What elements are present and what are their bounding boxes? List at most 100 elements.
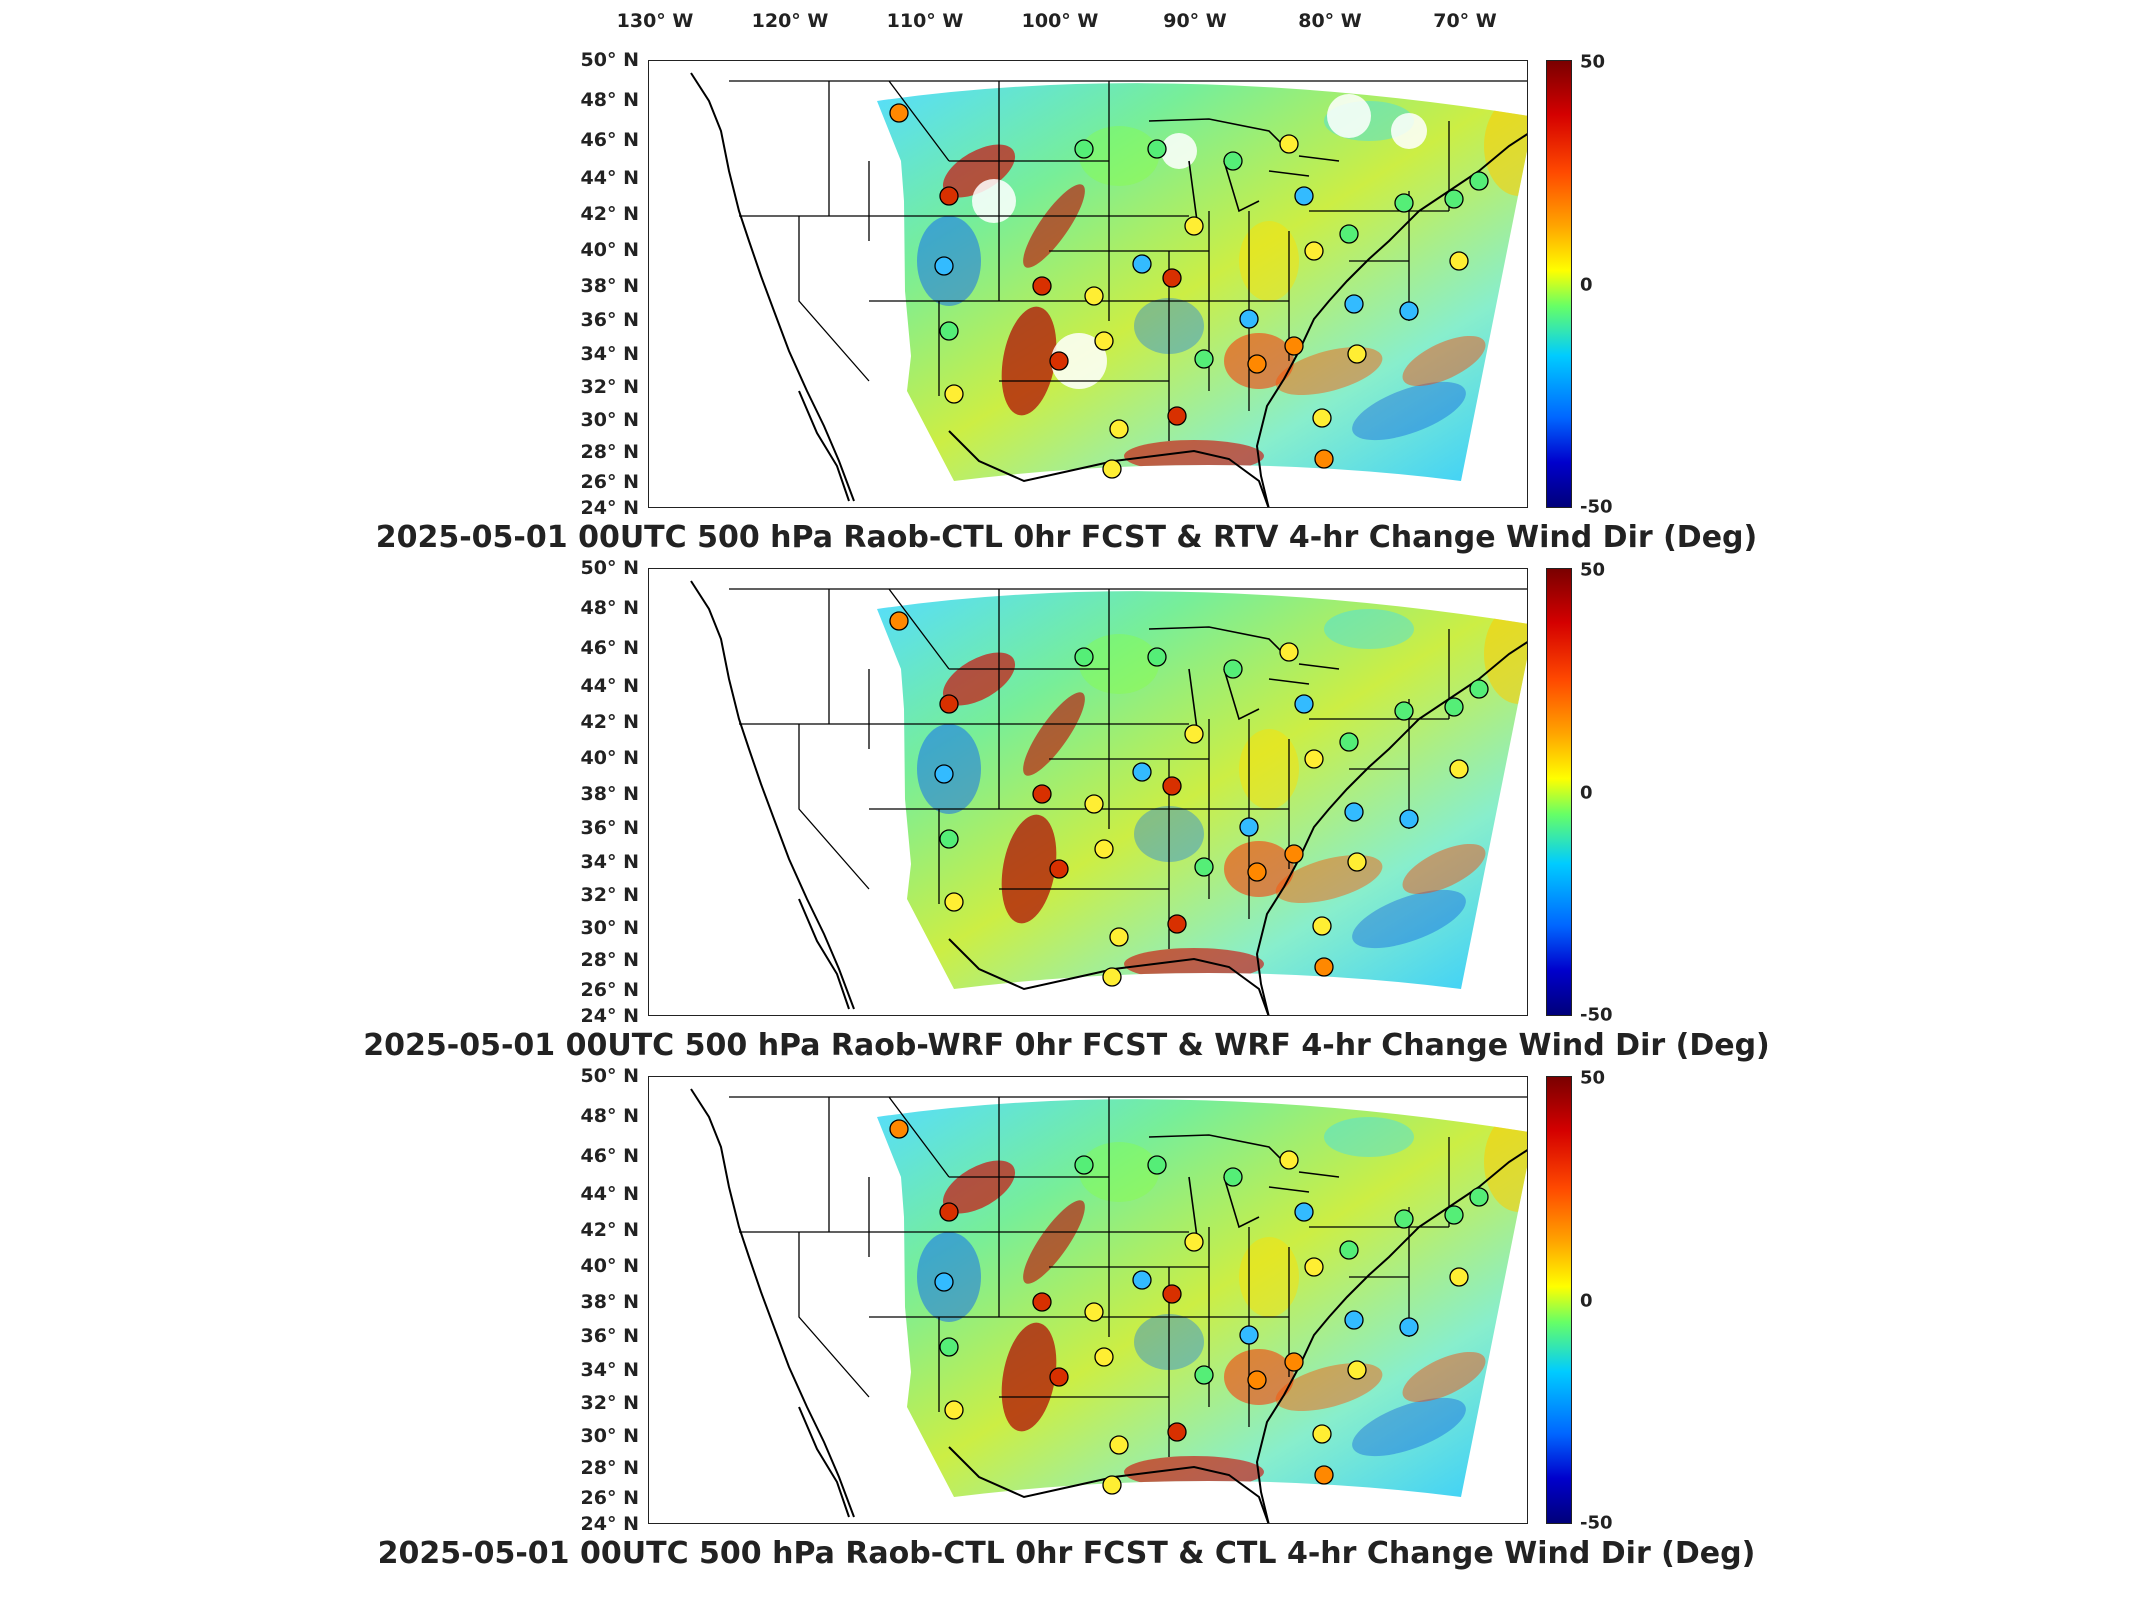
field-patch bbox=[942, 1160, 1016, 1214]
field-patch bbox=[1001, 1322, 1057, 1432]
raob-station-marker bbox=[1132, 762, 1152, 782]
raob-station-marker bbox=[1049, 1367, 1069, 1387]
raob-station-marker bbox=[1444, 189, 1464, 209]
missing-data-patch bbox=[1051, 333, 1107, 389]
field-patch bbox=[1324, 609, 1414, 649]
raob-station-marker bbox=[1394, 193, 1414, 213]
great-lakes bbox=[1148, 1134, 1340, 1238]
raob-station-marker bbox=[1102, 459, 1122, 479]
east-coastline bbox=[1255, 1149, 1527, 1523]
latitude-label: 26° N bbox=[580, 979, 639, 1001]
latitude-label: 24° N bbox=[580, 497, 639, 519]
latitude-label: 48° N bbox=[580, 597, 639, 619]
longitude-label: 120° W bbox=[751, 10, 829, 32]
latitude-label: 38° N bbox=[580, 1291, 639, 1313]
raob-station-marker bbox=[1167, 406, 1187, 426]
raob-station-marker bbox=[1094, 839, 1114, 859]
latitude-label: 30° N bbox=[580, 1425, 639, 1447]
latitude-label: 48° N bbox=[580, 89, 639, 111]
raob-station-marker bbox=[1399, 301, 1419, 321]
raob-station-marker bbox=[1147, 139, 1167, 159]
gulf-coastline bbox=[948, 1446, 1270, 1523]
raob-station-marker bbox=[939, 186, 959, 206]
colorbar-min-label: -50 bbox=[1580, 1004, 1613, 1026]
raob-station-marker bbox=[1194, 857, 1214, 877]
raob-station-marker bbox=[1109, 1435, 1129, 1455]
raob-station-marker bbox=[1084, 794, 1104, 814]
latitude-label: 30° N bbox=[580, 917, 639, 939]
raob-station-marker bbox=[1109, 927, 1129, 947]
raob-station-marker bbox=[1162, 268, 1182, 288]
raob-station-marker bbox=[1284, 844, 1304, 864]
latitude-label: 24° N bbox=[580, 1005, 639, 1027]
field-patch bbox=[1484, 96, 1527, 196]
latitude-label: 44° N bbox=[580, 167, 639, 189]
raob-station-marker bbox=[1314, 1465, 1334, 1485]
latitude-label: 28° N bbox=[580, 441, 639, 463]
raob-station-marker bbox=[1247, 862, 1267, 882]
raob-station-marker bbox=[1339, 732, 1359, 752]
raob-station-marker bbox=[1279, 642, 1299, 662]
latitude-label: 36° N bbox=[580, 1325, 639, 1347]
colorbar bbox=[1546, 60, 1572, 508]
latitude-label: 36° N bbox=[580, 309, 639, 331]
raob-station-marker bbox=[939, 1337, 959, 1357]
map-outlines bbox=[690, 580, 1527, 1015]
raob-station-marker bbox=[1239, 1325, 1259, 1345]
raob-station-marker bbox=[1074, 1155, 1094, 1175]
colorbar bbox=[1546, 1076, 1572, 1524]
latitude-label: 42° N bbox=[580, 1219, 639, 1241]
map-frame bbox=[648, 60, 1528, 508]
map-outlines bbox=[690, 72, 1527, 507]
west-coastline bbox=[690, 1088, 855, 1518]
latitude-label: 26° N bbox=[580, 471, 639, 493]
raob-station-marker bbox=[944, 384, 964, 404]
raob-station-marker bbox=[1314, 957, 1334, 977]
raob-station-marker bbox=[1167, 1422, 1187, 1442]
raob-station-marker bbox=[934, 1272, 954, 1292]
colorbar bbox=[1546, 568, 1572, 1016]
raob-station-marker bbox=[944, 1400, 964, 1420]
wind-direction-map bbox=[690, 1088, 1527, 1523]
raob-station-marker bbox=[1194, 1365, 1214, 1385]
raob-station-marker bbox=[1132, 254, 1152, 274]
east-coastline bbox=[1255, 641, 1527, 1015]
field-patch bbox=[942, 652, 1016, 706]
latitude-label: 40° N bbox=[580, 239, 639, 261]
field-patch bbox=[1124, 948, 1264, 980]
raob-station-marker bbox=[1184, 216, 1204, 236]
wind-direction-map bbox=[690, 580, 1527, 1015]
raob-station-marker bbox=[1394, 1209, 1414, 1229]
raob-station-marker bbox=[1444, 697, 1464, 717]
raob-station-marker bbox=[1074, 139, 1094, 159]
longitude-axis: 130° W 120° W 110° W 100° W 90° W 80° W 70° W bbox=[0, 0, 2133, 40]
raob-station-marker bbox=[1469, 1187, 1489, 1207]
field-patch bbox=[1023, 1200, 1085, 1284]
raob-station-marker bbox=[1084, 1302, 1104, 1322]
raob-station-marker bbox=[1247, 1370, 1267, 1390]
wind-direction-map bbox=[690, 72, 1527, 507]
longitude-label: 110° W bbox=[886, 10, 964, 32]
latitude-label: 42° N bbox=[580, 203, 639, 225]
latitude-label: 40° N bbox=[580, 1255, 639, 1277]
field-patch bbox=[1023, 692, 1085, 776]
west-coastline bbox=[690, 580, 855, 1010]
latitude-label: 48° N bbox=[580, 1105, 639, 1127]
raob-station-marker bbox=[1347, 852, 1367, 872]
raob-station-marker bbox=[934, 764, 954, 784]
raob-station-marker bbox=[1344, 1310, 1364, 1330]
raob-station-marker bbox=[1344, 294, 1364, 314]
raob-station-marker bbox=[1304, 241, 1324, 261]
raob-station-marker bbox=[1304, 749, 1324, 769]
colorbar-min-label: -50 bbox=[1580, 496, 1613, 518]
raob-station-marker bbox=[1094, 1347, 1114, 1367]
raob-station-marker bbox=[1344, 802, 1364, 822]
latitude-label: 46° N bbox=[580, 1145, 639, 1167]
raob-station-marker bbox=[1339, 1240, 1359, 1260]
raob-station-marker bbox=[1049, 351, 1069, 371]
map-frame bbox=[648, 568, 1528, 1016]
longitude-label: 130° W bbox=[616, 10, 694, 32]
panel-title: 2025-05-01 00UTC 500 hPa Raob-CTL 0hr FC… bbox=[375, 520, 1758, 555]
colorbar-mid-label: 0 bbox=[1580, 274, 1593, 296]
raob-station-marker bbox=[1109, 419, 1129, 439]
